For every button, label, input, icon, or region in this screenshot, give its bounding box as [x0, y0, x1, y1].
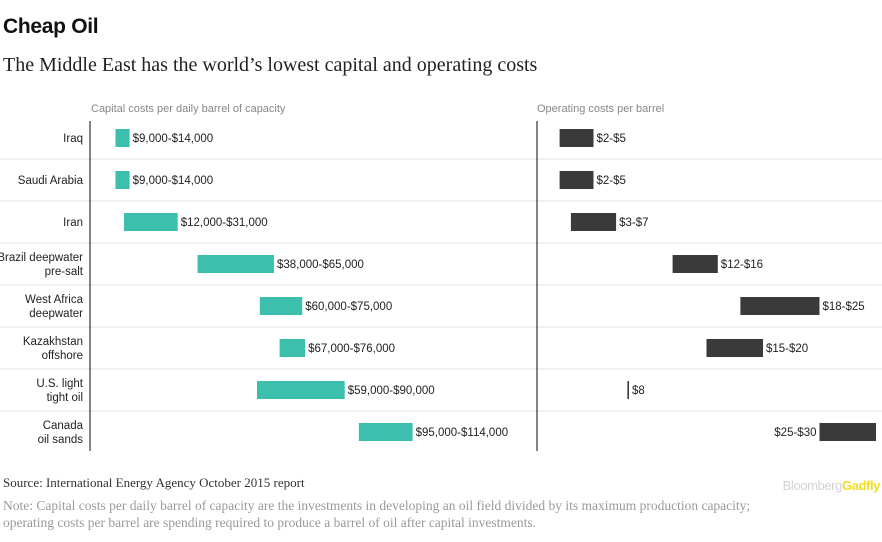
- range-bar: [819, 423, 876, 441]
- range-label: $12,000-$31,000: [181, 217, 268, 229]
- brand-logo-part1: Bloomberg: [782, 478, 843, 493]
- brand-logo-part2: Gadfly: [841, 478, 880, 493]
- chart-subtitle: The Middle East has the world’s lowest c…: [3, 54, 538, 76]
- range-bar: [259, 297, 303, 315]
- chart-title: Cheap Oil: [3, 15, 99, 38]
- category-label: oil sands: [38, 434, 84, 446]
- range-label: $67,000-$76,000: [308, 343, 395, 355]
- range-bar: [279, 339, 306, 357]
- range-label: $25-$30: [774, 427, 816, 439]
- category-label: offshore: [42, 350, 83, 362]
- range-bar: [197, 255, 274, 273]
- range-bar: [358, 423, 413, 441]
- range-label: $15-$20: [766, 343, 808, 355]
- range-label: $2-$5: [597, 133, 626, 145]
- range-label: $95,000-$114,000: [416, 427, 509, 439]
- range-label: $18-$25: [823, 301, 865, 313]
- panel-title: Operating costs per barrel: [537, 103, 664, 115]
- range-bar: [740, 297, 820, 315]
- category-label: deepwater: [29, 308, 83, 320]
- range-bar: [570, 213, 617, 231]
- panel-title: Capital costs per daily barrel of capaci…: [91, 103, 286, 115]
- category-label: U.S. light: [36, 378, 83, 390]
- range-bar: [706, 339, 763, 357]
- range-label: $2-$5: [597, 175, 626, 187]
- range-label: $59,000-$90,000: [348, 385, 435, 397]
- category-label: tight oil: [47, 392, 83, 404]
- range-label: $9,000-$14,000: [133, 175, 214, 187]
- range-label: $8: [632, 385, 645, 397]
- range-bar: [115, 129, 130, 147]
- range-bar: [256, 381, 345, 399]
- range-label: $60,000-$75,000: [305, 301, 392, 313]
- range-bar: [672, 255, 718, 273]
- category-label: Canada: [43, 420, 84, 432]
- range-bar-chart: Iraq Saudi Arabia Iran Brazil deepwater pre-…: [0, 103, 882, 451]
- footnote: Note: Capital costs per daily barrel of …: [3, 498, 751, 530]
- range-bar: [115, 171, 130, 189]
- brand-logo: BloombergGadfly: [782, 478, 881, 493]
- range-bar: [559, 129, 594, 147]
- range-label: $9,000-$14,000: [133, 133, 214, 145]
- category-label: Brazil deepwater: [0, 252, 83, 264]
- range-bar: [627, 381, 629, 399]
- source-note: Source: International Energy Agency Octo…: [3, 475, 305, 490]
- category-label: Iran: [63, 217, 83, 229]
- range-bar: [123, 213, 178, 231]
- range-label: $3-$7: [619, 217, 648, 229]
- category-label: Iraq: [63, 133, 83, 145]
- category-label: West Africa: [25, 294, 84, 306]
- category-label: pre-salt: [45, 266, 84, 278]
- range-label: $12-$16: [721, 259, 763, 271]
- range-label: $38,000-$65,000: [277, 259, 364, 271]
- range-bar: [559, 171, 594, 189]
- category-label: Kazakhstan: [23, 336, 83, 348]
- category-label: Saudi Arabia: [18, 175, 84, 187]
